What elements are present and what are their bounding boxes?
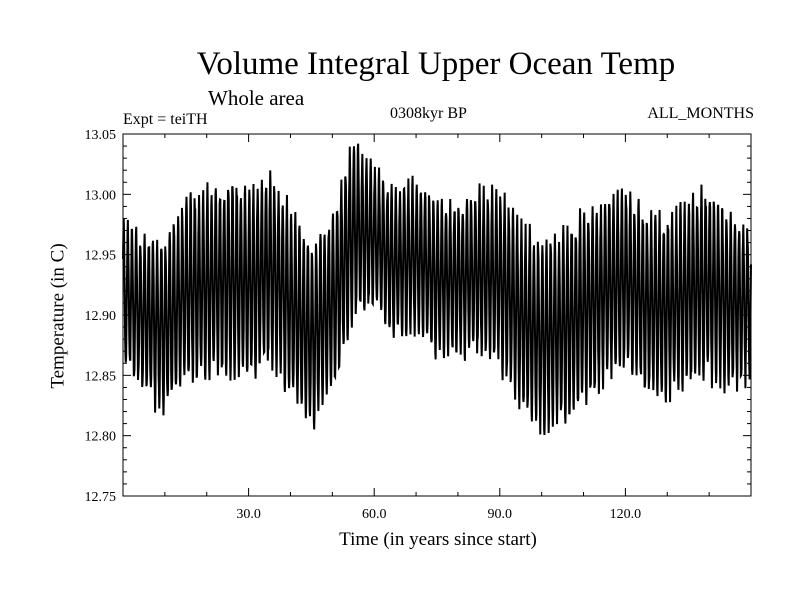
- y-tick-label: 13.00: [85, 188, 117, 203]
- y-tick-label: 12.85: [85, 369, 117, 384]
- tick-labels: 30.0 60.0 90.0 120.0 12.75 12.80 12.85 12.90 12.…: [85, 128, 642, 522]
- months-label: ALL_MONTHS: [647, 105, 754, 122]
- period-label: 0308kyr BP: [390, 105, 467, 122]
- chart-subtitle: Whole area: [208, 86, 305, 110]
- chart-title: Volume Integral Upper Ocean Temp: [196, 46, 676, 82]
- experiment-label: Expt = teiTH: [123, 111, 208, 128]
- x-tick-label: 120.0: [610, 507, 642, 522]
- series-line-temperature: [122, 143, 752, 436]
- x-axis-label: Time (in years since start): [339, 529, 537, 550]
- x-tick-label: 30.0: [236, 507, 261, 522]
- y-tick-label: 12.75: [85, 490, 117, 505]
- y-tick-label: 12.95: [85, 249, 117, 264]
- x-tick-label: 60.0: [362, 507, 387, 522]
- y-tick-label: 12.90: [85, 309, 117, 324]
- series-group: [122, 143, 752, 436]
- y-tick-label: 13.05: [85, 128, 117, 143]
- x-tick-label: 90.0: [488, 507, 513, 522]
- y-tick-label: 12.80: [85, 430, 117, 445]
